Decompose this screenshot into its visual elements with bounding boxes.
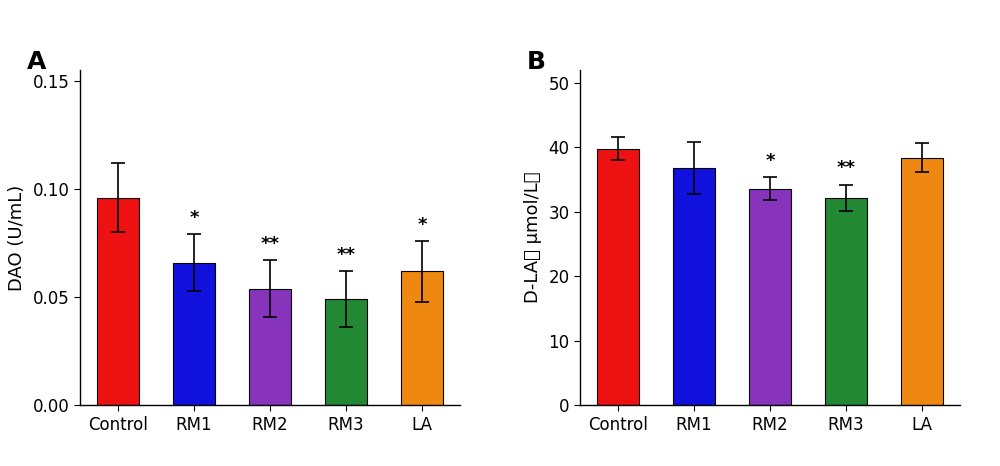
Bar [249, 288, 291, 405]
Bar [401, 271, 443, 405]
Text: **: ** [836, 159, 856, 178]
Bar [597, 149, 639, 405]
Y-axis label: DAO (U/mL): DAO (U/mL) [8, 185, 26, 291]
Text: *: * [765, 151, 775, 170]
Bar [673, 168, 715, 405]
Bar [901, 158, 943, 405]
Text: *: * [417, 216, 427, 233]
Bar [825, 198, 867, 405]
Text: A: A [27, 50, 46, 74]
Text: B: B [527, 50, 546, 74]
Text: **: ** [260, 235, 280, 253]
Bar [325, 299, 367, 405]
Bar [97, 198, 139, 405]
Text: **: ** [336, 246, 356, 264]
Bar [173, 262, 215, 405]
Bar [749, 189, 791, 405]
Text: *: * [189, 209, 199, 227]
Y-axis label: D-LA（ μmol/L）: D-LA（ μmol/L） [524, 172, 542, 303]
